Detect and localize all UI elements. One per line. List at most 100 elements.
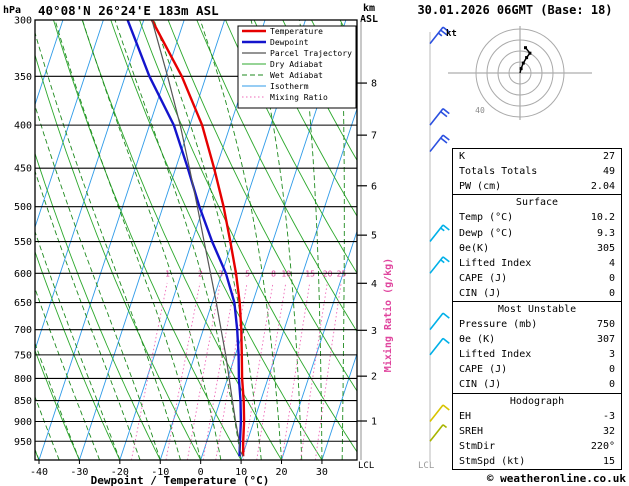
wind-barb-staff [429,337,444,356]
pressure-tick-label: 700 [14,325,32,336]
isotherm-line [35,20,64,107]
wind-barb-staff [429,404,444,422]
wind-barb [429,312,450,331]
stat-label: CAPE (J) [459,364,508,376]
wind-barb-half-feather [442,424,448,429]
stat-row: θe (K) 307 [453,332,621,347]
wind-barb-staff [429,256,444,274]
stat-label: θe(K) [459,242,490,254]
stat-row: Pressure (mb) 750 [453,317,621,332]
wind-barb-feather [442,26,450,33]
temperature-curve [150,20,246,457]
dewpoint-curve [126,20,243,457]
wind-barb-feather [440,29,448,36]
pressure-unit-label: hPa [3,5,21,16]
pressure-tick-label: 800 [14,374,32,385]
temp-tick-label: 0 [198,467,204,478]
stat-row: Temp (°C) 10.2 [453,210,621,225]
mixing-ratio-value-label: 25 [337,270,347,279]
pressure-tick-label: 900 [14,417,32,428]
stat-row: Dewp (°C) 9.3 [453,225,621,240]
stat-value: 0 [608,364,615,376]
temp-tick-label: -10 [151,467,169,478]
copyright-label: © weatheronline.co.uk [486,472,626,485]
stat-row: StmSpd (kt) 15 [453,454,621,469]
isotherm-line [281,229,357,460]
stat-value: 750 [596,319,615,331]
wind-barb-feather [442,134,450,141]
mixing-ratio-line [281,282,311,460]
mixing-ratio-line [256,282,287,460]
stat-label: K [459,151,466,163]
plot-frame [34,19,358,461]
stat-row: StmDir 220° [453,439,621,454]
profile-curves [126,20,246,457]
wind-barb-feather [442,224,450,231]
wind-barb-staff [429,424,444,442]
stat-value: 0 [608,272,615,284]
stat-row: CIN (J) 0 [453,377,621,392]
stat-label: StmDir [459,440,496,452]
mixing-ratio-value-label: 5 [245,270,250,279]
legend-item-label: Parcel Trajectory [270,49,352,58]
mixing-ratio-line [202,282,236,460]
km-tick-label: 5 [371,231,377,242]
wind-barb-feather [442,256,450,263]
section-header: Surface [453,194,621,210]
wind-barb [429,424,448,442]
wind-barb-feather [440,137,448,144]
isotherm-line [35,20,145,352]
km-axis-unit-line2: ASL [360,14,378,25]
temp-tick-label: -30 [70,467,88,478]
mixing-ratio-value-label: 20 [323,270,333,279]
x-axis-title: Dewpoint / Temperature (°C) [91,474,270,486]
pressure-tick-label: 950 [14,437,32,448]
stat-value: 305 [596,242,615,254]
legend-item-label: Isotherm [270,82,309,91]
wet-adiabat-line [299,20,323,460]
mixing-ratio-line [242,282,274,460]
temp-tick-label: -40 [30,467,48,478]
legend-item-label: Wet Adiabat [270,71,323,80]
stat-value: 32 [602,425,615,437]
pressure-tick-label: 300 [14,16,32,27]
hodograph-plot: kt 40 [446,26,592,120]
hodograph-ring [486,39,554,107]
wind-barb [429,108,450,126]
stat-label: Dewp (°C) [459,227,514,239]
stat-row: Lifted Index 3 [453,347,621,362]
isotherm-line [240,107,357,460]
wet-adiabat-line [54,20,202,460]
isotherm-line [35,20,104,229]
skewt-diagram: 1 2 3 4 5 8 10 15 20 2530035040045050055060065070… [3,3,450,486]
stat-row: SREH 32 [453,424,621,439]
stat-row: EH -3 [453,409,621,424]
stat-label: CIN (J) [459,287,502,299]
isotherm-line [78,20,226,460]
pressure-tick-label: 650 [14,298,32,309]
wind-barb [429,134,450,153]
dry-adiabat-line [369,20,450,460]
wind-barb-staff [429,108,444,126]
stat-label: EH [459,410,472,422]
stat-value: 0 [608,287,615,299]
hodograph-trace-point [525,56,529,60]
stat-row: CAPE (J) 0 [453,362,621,377]
stat-label: Lifted Index [459,257,532,269]
temp-tick-label: 10 [235,467,247,478]
station-title: 40°08'N 26°24'E 183m ASL [38,3,219,18]
stat-value: 49 [602,166,615,178]
pressure-tick-label: 400 [14,121,32,132]
stat-label: Totals Totals [459,166,538,178]
km-tick-label: 4 [371,279,377,290]
run-date-title: 30.01.2026 06GMT (Base: 18) [417,3,613,17]
wet-adiabat-line [35,342,80,460]
pressure-tick-label: 500 [14,202,32,213]
wind-barb-staff [429,312,444,331]
mixing-ratio-value-label: 2 [198,270,203,279]
mixing-ratio-value-label: 15 [305,270,315,279]
mixing-ratio-axis-label: Mixing Ratio (g/kg) [382,258,394,372]
hodograph-ring [475,28,565,118]
pressure-tick-label: 750 [14,350,32,361]
wind-barb-feather [442,404,450,411]
